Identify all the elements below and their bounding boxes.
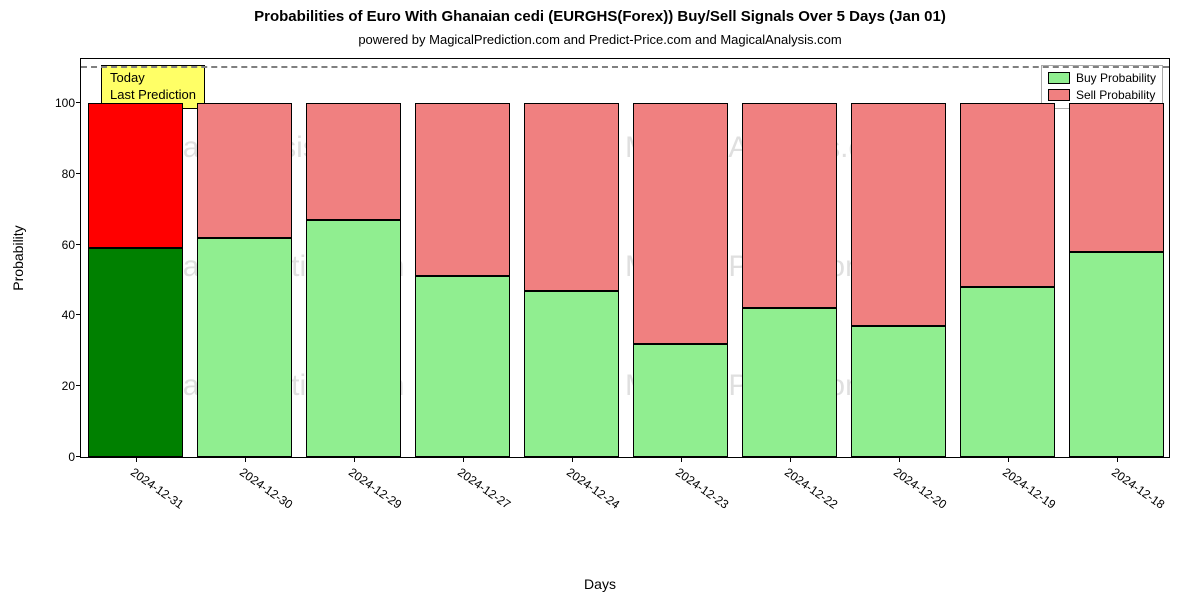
sell-bar	[742, 103, 838, 308]
y-tick	[76, 102, 81, 103]
bar-group	[851, 103, 947, 457]
buy-bar	[415, 276, 511, 457]
x-tick-label: 2024-12-27	[454, 465, 512, 512]
sell-bar	[1069, 103, 1165, 252]
sell-bar	[960, 103, 1056, 287]
buy-bar	[1069, 252, 1165, 457]
legend-item: Buy Probability	[1048, 70, 1156, 87]
x-tick-label: 2024-12-31	[127, 465, 185, 512]
buy-bar	[306, 220, 402, 457]
x-tick-label: 2024-12-24	[563, 465, 621, 512]
sell-bar	[197, 103, 293, 238]
buy-bar	[633, 344, 729, 457]
callout-line: Last Prediction	[110, 87, 196, 104]
y-tick	[76, 244, 81, 245]
callout-line: Today	[110, 70, 196, 87]
y-tick-label: 20	[62, 379, 75, 393]
x-tick-label: 2024-12-20	[890, 465, 948, 512]
y-axis-label: Probability	[10, 225, 26, 290]
bar-group	[197, 103, 293, 457]
bar-group	[415, 103, 511, 457]
legend-label: Sell Probability	[1076, 87, 1155, 104]
x-tick-label: 2024-12-22	[781, 465, 839, 512]
sell-bar	[633, 103, 729, 344]
bar-group	[742, 103, 838, 457]
bar-group	[1069, 103, 1165, 457]
x-tick-label: 2024-12-19	[999, 465, 1057, 512]
x-tick-label: 2024-12-23	[672, 465, 730, 512]
y-tick-label: 80	[62, 167, 75, 181]
bar-group	[306, 103, 402, 457]
bar-group	[88, 103, 184, 457]
x-axis-label: Days	[0, 576, 1200, 592]
legend-item: Sell Probability	[1048, 87, 1156, 104]
legend-swatch	[1048, 72, 1070, 84]
y-tick	[76, 456, 81, 457]
sell-bar	[524, 103, 620, 291]
buy-bar	[197, 238, 293, 457]
sell-bar	[415, 103, 511, 276]
buy-bar	[960, 287, 1056, 457]
plot-area: Buy ProbabilitySell Probability TodayLas…	[80, 58, 1170, 458]
legend-swatch	[1048, 89, 1070, 101]
buy-bar	[88, 248, 184, 457]
legend-label: Buy Probability	[1076, 70, 1156, 87]
sell-bar	[88, 103, 184, 248]
sell-bar	[851, 103, 947, 326]
buy-bar	[742, 308, 838, 457]
bar-group	[633, 103, 729, 457]
sell-bar	[306, 103, 402, 220]
x-tick-label: 2024-12-30	[236, 465, 294, 512]
chart-container: Probabilities of Euro With Ghanaian cedi…	[0, 0, 1200, 600]
y-tick-label: 40	[62, 308, 75, 322]
bar-group	[960, 103, 1056, 457]
y-tick-label: 100	[55, 96, 75, 110]
y-tick	[76, 173, 81, 174]
y-tick	[76, 385, 81, 386]
buy-bar	[524, 291, 620, 457]
y-tick	[76, 314, 81, 315]
chart-subtitle: powered by MagicalPrediction.com and Pre…	[0, 32, 1200, 47]
x-tick-label: 2024-12-29	[345, 465, 403, 512]
bar-group	[524, 103, 620, 457]
y-tick-label: 0	[68, 450, 75, 464]
gridline	[81, 66, 1169, 68]
chart-title: Probabilities of Euro With Ghanaian cedi…	[0, 8, 1200, 25]
buy-bar	[851, 326, 947, 457]
x-tick-label: 2024-12-18	[1108, 465, 1166, 512]
y-tick-label: 60	[62, 238, 75, 252]
